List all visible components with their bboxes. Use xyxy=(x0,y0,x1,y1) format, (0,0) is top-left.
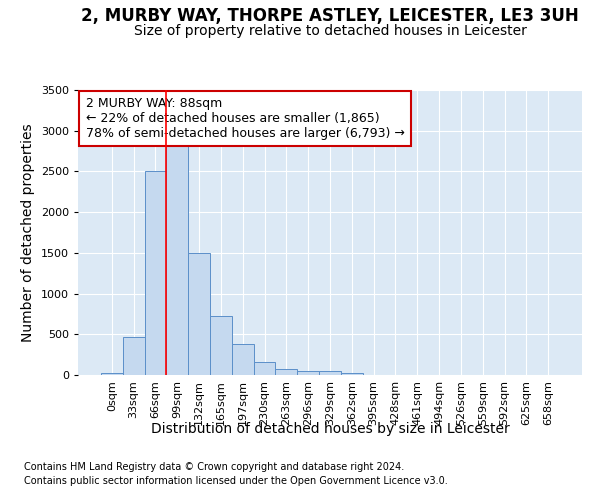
Bar xyxy=(232,344,254,375)
Text: Contains HM Land Registry data © Crown copyright and database right 2024.: Contains HM Land Registry data © Crown c… xyxy=(24,462,404,472)
Text: Size of property relative to detached houses in Leicester: Size of property relative to detached ho… xyxy=(134,24,526,38)
Bar xyxy=(254,362,275,375)
Text: Distribution of detached houses by size in Leicester: Distribution of detached houses by size … xyxy=(151,422,509,436)
Bar xyxy=(297,370,319,375)
Bar xyxy=(123,336,145,375)
Bar xyxy=(210,316,232,375)
Y-axis label: Number of detached properties: Number of detached properties xyxy=(21,123,35,342)
Bar xyxy=(101,374,123,375)
Bar xyxy=(275,370,297,375)
Bar xyxy=(341,372,363,375)
Text: 2 MURBY WAY: 88sqm
← 22% of detached houses are smaller (1,865)
78% of semi-deta: 2 MURBY WAY: 88sqm ← 22% of detached hou… xyxy=(86,97,404,140)
Bar xyxy=(145,172,166,375)
Bar xyxy=(166,146,188,375)
Text: 2, MURBY WAY, THORPE ASTLEY, LEICESTER, LE3 3UH: 2, MURBY WAY, THORPE ASTLEY, LEICESTER, … xyxy=(81,8,579,26)
Text: Contains public sector information licensed under the Open Government Licence v3: Contains public sector information licen… xyxy=(24,476,448,486)
Bar xyxy=(319,372,341,375)
Bar xyxy=(188,253,210,375)
